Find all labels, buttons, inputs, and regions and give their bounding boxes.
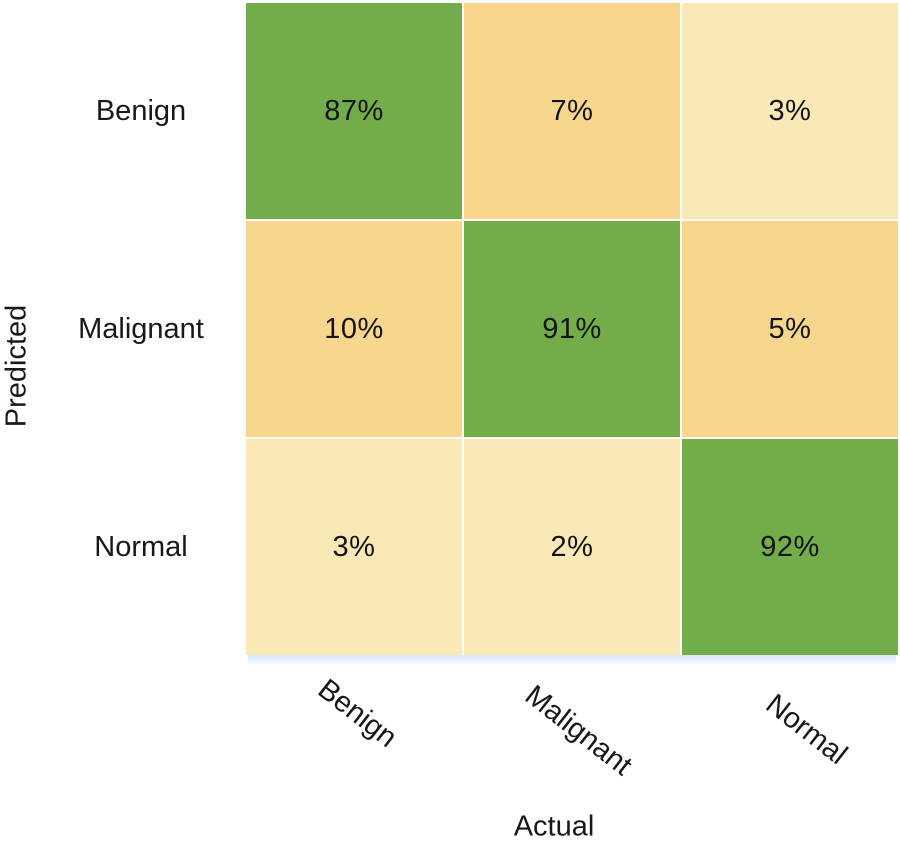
cell-value: 91% xyxy=(542,312,602,345)
y-axis-title: Predicted xyxy=(0,304,33,428)
matrix-cell-normal-malignant: 2% xyxy=(464,439,680,655)
y-tick-benign: Benign xyxy=(95,94,187,127)
x-tick-normal: Normal xyxy=(759,688,853,771)
cell-value: 5% xyxy=(768,312,812,345)
matrix-cell-malignant-normal: 5% xyxy=(682,221,898,437)
cell-value: 87% xyxy=(324,94,384,127)
cell-value: 3% xyxy=(768,94,812,127)
cell-value: 7% xyxy=(550,94,594,127)
cell-value: 2% xyxy=(550,530,594,563)
matrix-cell-normal-normal: 92% xyxy=(682,439,898,655)
confusion-matrix-grid: 87% 7% 3% 10% 91% 5% 3% 2% 92% xyxy=(246,3,898,666)
cell-value: 3% xyxy=(332,530,376,563)
matrix-cell-malignant-malignant: 91% xyxy=(464,221,680,437)
x-axis-title: Actual xyxy=(513,810,595,843)
matrix-cell-benign-benign: 87% xyxy=(246,3,462,219)
x-tick-benign: Benign xyxy=(311,673,403,755)
matrix-cell-benign-malignant: 7% xyxy=(464,3,680,219)
y-tick-normal: Normal xyxy=(94,530,188,563)
cell-value: 92% xyxy=(760,530,820,563)
y-tick-malignant: Malignant xyxy=(78,312,204,345)
matrix-cell-malignant-benign: 10% xyxy=(246,221,462,437)
x-tick-malignant: Malignant xyxy=(518,679,638,782)
cell-value: 10% xyxy=(324,312,384,345)
matrix-cell-benign-normal: 3% xyxy=(682,3,898,219)
matrix-cell-normal-benign: 3% xyxy=(246,439,462,655)
